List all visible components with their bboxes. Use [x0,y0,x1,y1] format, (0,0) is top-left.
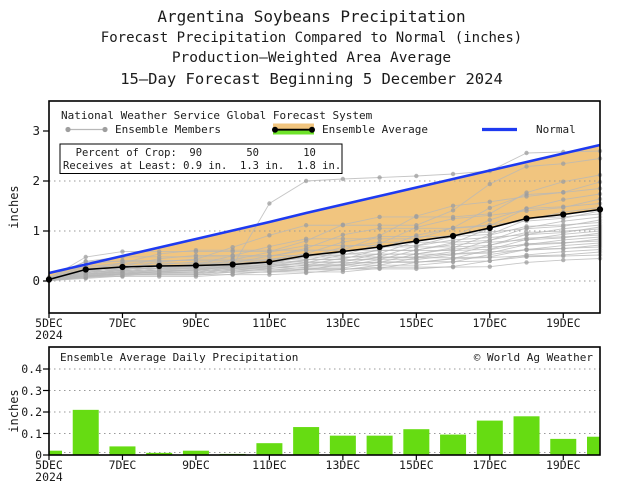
stats-percent-of-crop-row: Percent of Crop: 90 50 10 [63,147,316,159]
normal-line [48,143,601,275]
daily-x-tick: 13DEC [325,458,361,472]
cumulative-chart [43,100,604,318]
daily-x-year: 2024 [35,470,63,484]
daily-plot-border [48,346,601,456]
daily-x-tick: 9DEC [182,458,210,472]
stats-receives-at-least-row: Receives at Least: 0.9 in. 1.3 in. 1.8 i… [63,160,342,172]
precip-deficit-fill [49,145,600,280]
daily-x-tick: 11DEC [252,458,287,472]
cumulative-y-tick: 1 [32,223,40,238]
cumulative-x-tick: 5DEC [35,316,63,330]
legend-ensemble-members-label: Ensemble Members [115,123,221,136]
cumulative-x-tick: 7DEC [108,316,137,330]
cumulative-x-tick: 11DEC [252,316,287,330]
nws-header: National Weather Service Global Forecast… [61,109,373,122]
cumulative-x-year: 2024 [35,328,63,342]
daily-precip-bars [49,409,600,455]
daily-x-tick: 15DEC [399,458,434,472]
cumulative-y-tick: 2 [32,173,40,188]
cumulative-x-tick: 9DEC [182,316,210,330]
daily-y-tick: 0.4 [21,362,42,376]
copyright-credit: © World Ag Weather [473,351,593,364]
legend-normal-label: Normal [536,123,576,136]
daily-y-tick: 0.2 [21,405,42,419]
legend-ensemble-average-label: Ensemble Average [322,123,428,136]
legend-swatches [65,123,517,135]
cumulative-y-tick: 0 [32,273,40,288]
daily-chart-header: Ensemble Average Daily Precipitation [60,351,299,364]
subtitle-forecast-period: 15—Day Forecast Beginning 5 December 202… [120,70,503,88]
daily-x-tick: 17DEC [472,458,508,472]
cumulative-plot-border [48,100,601,314]
daily-precip-chart [43,346,601,460]
cumulative-x-tick: 19DEC [545,316,581,330]
daily-y-tick: 0.1 [21,426,42,441]
cumulative-y-tick: 3 [32,123,40,138]
daily-x-tick: 7DEC [108,458,137,472]
cumulative-x-tick: 13DEC [325,316,361,330]
daily-x-tick: 5DEC [35,458,63,472]
page-title: Argentina Soybeans Precipitation [157,7,466,26]
daily-x-tick: 19DEC [545,458,581,472]
daily-y-tick: 0.3 [21,383,42,398]
cumulative-x-tick: 15DEC [399,316,434,330]
cumulative-x-tick: 17DEC [472,316,508,330]
subtitle-area-average: Production—Weighted Area Average [171,50,452,66]
ensemble-average-line [45,206,604,283]
daily-y-tick: 0 [35,448,42,462]
subtitle-comparison: Forecast Precipitation Compared to Norma… [100,30,523,46]
stats-box-frame [59,143,343,174]
